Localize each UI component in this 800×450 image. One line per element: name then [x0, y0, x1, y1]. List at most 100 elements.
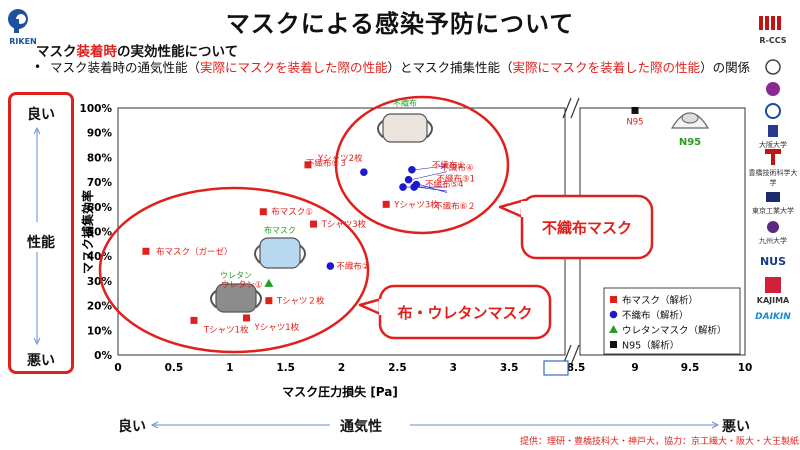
urethane-mask-icon	[210, 283, 262, 313]
urethane-mask-icon-label: ウレタン	[220, 271, 252, 280]
data-label: ウレタン①	[221, 280, 263, 290]
callout-nonwoven-text: 不織布マスク	[542, 219, 632, 237]
subtitle-suffix: の実効性能について	[117, 44, 239, 60]
x-tick-label: 1.5	[276, 362, 295, 374]
x-break-box	[543, 360, 569, 376]
university-logo-2	[748, 80, 798, 100]
legend-label: 不織布（解析）	[622, 310, 689, 322]
callout-nonwoven-gap	[521, 201, 527, 217]
x-tick-label: 9.5	[681, 362, 700, 374]
legend: 布マスク（解析） 不織布（解析） ウレタンマスク（解析） N95（解析）	[603, 287, 741, 355]
data-point	[190, 316, 198, 324]
quality-good-label: 良い	[27, 107, 55, 123]
quality-middle-label: 性能	[27, 235, 55, 251]
nonwoven-mask-icon	[377, 113, 433, 143]
data-label: Yシャツ1枚	[254, 322, 300, 333]
bullet-text: マスク装着時の通気性能（実際にマスクを装着した際の性能）とマスク捕集性能（実際に…	[50, 60, 770, 76]
mask-strap	[377, 120, 384, 139]
legend-item: ウレタンマスク（解析）	[609, 325, 727, 337]
y-tick-label: 70%	[87, 177, 113, 189]
data-label: Yシャツ3枚	[393, 199, 439, 210]
airflow-bad-label: 悪い	[722, 419, 750, 435]
kyushu-university-logo: 九州大学	[748, 220, 798, 246]
mask-body	[215, 283, 257, 313]
data-point	[304, 161, 312, 169]
mask-strap	[254, 244, 261, 264]
nus-logo: NUS	[759, 255, 787, 268]
osaka-university-logo: 大阪大学	[748, 124, 798, 150]
tokyo-tech-logo: 東京工業大学	[748, 190, 798, 216]
kajima-logo: KAJIMA	[748, 276, 798, 305]
airflow-arrow	[150, 421, 720, 429]
leader-line	[411, 171, 448, 180]
axis-break-mark	[570, 344, 580, 366]
data-label: 布マスク（ガーゼ）	[156, 246, 233, 257]
mask-strap	[255, 290, 262, 309]
data-label: Yシャツ2枚	[317, 153, 363, 164]
leader-line	[417, 186, 448, 192]
n95-mask-icon	[670, 112, 710, 129]
legend-item: N95（解析）	[610, 340, 679, 352]
y-tick-label: 80%	[87, 152, 113, 164]
data-point	[265, 297, 273, 305]
legend-swatch	[609, 310, 618, 319]
legend-box	[603, 287, 741, 355]
y-tick-label: 40%	[87, 251, 113, 263]
bullet-red1: 実際にマスクを装着した際の性能	[200, 60, 388, 75]
bullet-part2: ）とマスク捕集性能（	[387, 60, 513, 75]
quality-axis-box	[8, 92, 74, 374]
daikin-logo: DAIKIN	[755, 312, 791, 322]
legend-item: 布マスク（解析）	[610, 295, 698, 307]
data-point	[310, 220, 318, 228]
toyohashi-logo: 豊橋技術科学大学	[748, 148, 798, 188]
subtitle-highlight: 装着時	[76, 44, 118, 60]
y-axis-label: マスク捕集効率	[80, 190, 95, 274]
legend-label: N95（解析）	[622, 340, 679, 352]
data-point	[264, 278, 274, 287]
bullet-red2: 実際にマスクを装着した際の性能	[512, 60, 701, 75]
y-tick-label: 100%	[80, 103, 113, 115]
y-tick-label: 10%	[87, 325, 113, 337]
airflow-title: 通気性	[340, 419, 382, 435]
quality-arrow	[33, 126, 41, 346]
y-tick-label: 30%	[87, 276, 113, 288]
y-tick-label: 0%	[94, 350, 112, 362]
kyushu-university-text: 九州大学	[759, 237, 787, 245]
mask-body	[259, 237, 301, 269]
data-label: 不織布⑥２	[434, 201, 476, 212]
x-tick-label: 0	[114, 362, 121, 374]
data-label: 不織布②	[336, 261, 369, 272]
n95-icon-label: N95	[679, 137, 701, 148]
data-point	[382, 200, 390, 208]
university-logo-1	[748, 58, 798, 78]
rccs-logo: R-CCS	[748, 14, 798, 45]
data-point	[142, 247, 150, 255]
cloth-mask-icon-label: 布マスク	[264, 225, 296, 235]
bullet-part1: マスク装着時の通気性能（	[50, 60, 201, 75]
data-label: 不織布①	[432, 160, 465, 171]
data-point	[412, 180, 421, 189]
data-label: Tシャツ3枚	[321, 219, 367, 230]
x-tick-label: 0.5	[165, 362, 184, 374]
x-tick-label: 9	[631, 362, 638, 374]
tokyo-tech-text: 東京工業大学	[752, 207, 794, 215]
callout-cloth-gap	[379, 299, 385, 315]
data-label: 不織布④	[440, 163, 473, 174]
mask-strap	[210, 290, 217, 309]
axis-break-mark	[570, 97, 580, 119]
data-label: Tシャツ1枚	[203, 324, 249, 335]
data-label: N95	[626, 117, 643, 127]
data-label: 不織布⑤３	[306, 158, 348, 169]
legend-swatch	[610, 296, 617, 303]
toyohashi-text: 豊橋技術科学大学	[748, 169, 798, 187]
data-point	[408, 165, 416, 174]
x-tick-label: 3.5	[500, 362, 519, 374]
x-axis-label: マスク圧力損失 [Pa]	[282, 384, 398, 399]
bullet-part3: ）の関係	[700, 60, 751, 75]
mask-body	[382, 113, 428, 143]
quality-bad-label: 悪い	[27, 353, 55, 369]
legend-swatch	[610, 341, 617, 348]
x-tick-label: 8.5	[567, 362, 586, 374]
